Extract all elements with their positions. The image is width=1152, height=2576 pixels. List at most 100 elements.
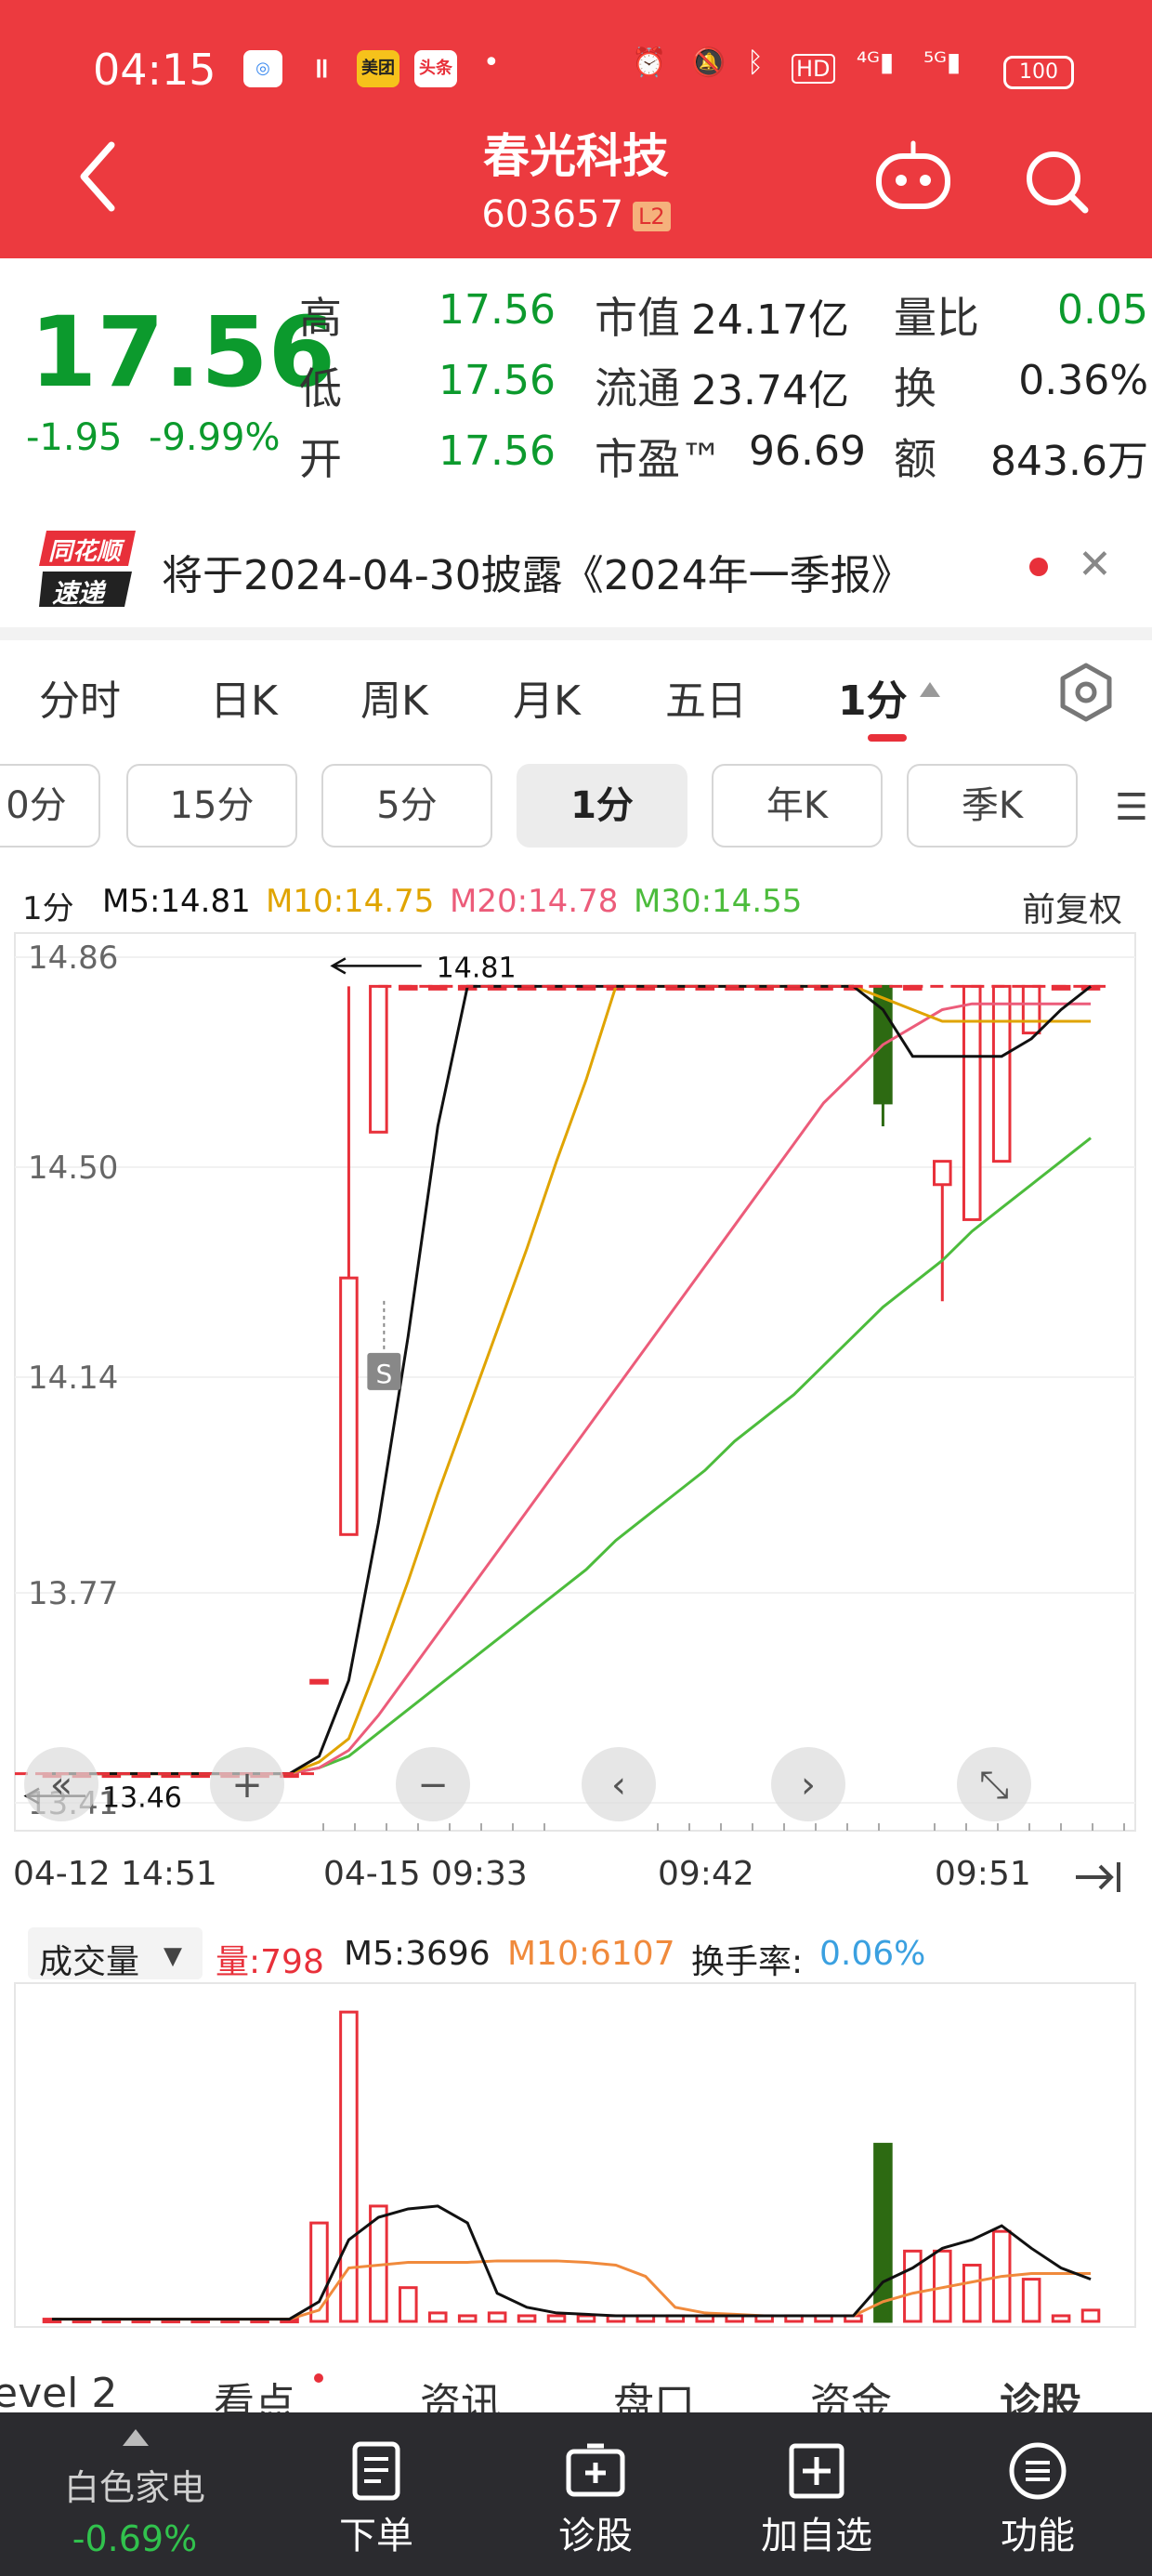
jump-to-latest-button[interactable] [1068, 1849, 1130, 1905]
tab-1min[interactable]: 1分 [838, 677, 908, 725]
more-menu-icon[interactable]: ☰ [1115, 786, 1148, 829]
tab-five-day[interactable]: 五日 [665, 677, 747, 725]
chart-zoom-out-icon: − [417, 1764, 449, 1807]
header-bar: 04:15 ◎ ॥ 美团 头条 • ⏰ 🔕 ᛒ HD ⁴ᴳ▮ ⁵ᴳ▮ 100 春… [0, 0, 1152, 258]
sub-tab-highlights[interactable]: 看点 [214, 2380, 295, 2416]
volume-bar [962, 2263, 982, 2323]
chart-fullscreen-button[interactable]: ⤡ [957, 1747, 1031, 1821]
pill-15min[interactable]: 15分 [126, 764, 297, 848]
news-headline[interactable]: 将于2024-04-30披露《2024年一季报》 [162, 552, 912, 599]
stat-value-float: 23.74亿 [691, 367, 849, 414]
pill-1min[interactable]: 1分 [517, 764, 687, 848]
y-tick-label: 13.77 [28, 1575, 118, 1612]
tab-monthly-k[interactable]: 月K [513, 677, 581, 725]
chart-button-bg [210, 1747, 284, 1821]
volume-bar [309, 2221, 329, 2323]
diagnose-label: 诊股 [558, 2515, 633, 2557]
tab-active-indicator [868, 734, 907, 742]
sector-change: -0.69% [72, 2518, 198, 2559]
indicator-selector[interactable] [28, 1927, 203, 1979]
back-button[interactable] [74, 139, 130, 214]
chart-button-bg [771, 1747, 845, 1821]
chart-button-bg [396, 1747, 470, 1821]
signal-badge [367, 1352, 401, 1390]
tab-daily-k[interactable]: 日K [210, 677, 278, 725]
add-watchlist-icon [789, 2443, 844, 2499]
add-watchlist-label: 加自选 [761, 2515, 872, 2557]
diagnose-button[interactable]: 诊股 [526, 2412, 665, 2576]
x-label-2: 09:42 [658, 1855, 754, 1893]
divider [0, 627, 1152, 640]
sub-tab-strip: evel 2 看点 资讯 盘口 资金 诊股 [0, 2360, 1152, 2416]
volume-bar [903, 2249, 923, 2323]
chart-zoom-out-double-icon: « [50, 1764, 72, 1807]
indicator-selector-label[interactable]: 成交量 [39, 1943, 140, 1981]
sub-tab-orderbook[interactable]: 盘口 [613, 2380, 695, 2416]
functions-button[interactable]: 功能 [968, 2412, 1107, 2576]
functions-icon [1009, 2442, 1067, 2500]
ma20-value: M20:14.78 [450, 883, 619, 920]
volume-value: 量:798 [216, 1943, 324, 1981]
ma5-value: M5:14.81 [102, 883, 251, 920]
chart-settings-button[interactable] [1055, 662, 1117, 723]
quote-panel: 17.56 -1.95 -9.99% 高 17.56 低 17.56 开 17.… [0, 258, 1152, 502]
chart-zoom-out-double-button[interactable]: « [24, 1747, 98, 1821]
chart-fullscreen-icon: ⤡ [979, 1764, 1009, 1807]
chart-next-button[interactable]: › [771, 1747, 845, 1821]
pill-5min[interactable]: 5分 [321, 764, 492, 848]
stat-value-mktcap: 24.17亿 [691, 296, 849, 344]
candle-body [1021, 984, 1041, 1035]
battery-icon: 100 [1003, 56, 1074, 89]
chart-button-bg [582, 1747, 656, 1821]
volume-bar [517, 2314, 537, 2323]
price-change-pct: -9.99% [149, 416, 281, 459]
stock-code-row: 603657 L2 [0, 193, 1152, 236]
x-label-3: 09:51 [935, 1855, 1031, 1893]
unread-dot [1029, 558, 1048, 576]
ma-period: 1分 [22, 890, 74, 927]
close-news-button[interactable]: ✕ [1078, 541, 1112, 588]
candle-body [933, 1160, 952, 1187]
turnover-value: 0.06% [819, 1935, 926, 1973]
indicator-dropdown-icon[interactable]: ▼ [164, 1942, 182, 1970]
chart-zoom-in-button[interactable]: + [210, 1747, 284, 1821]
stat-label-volratio: 量比 [894, 293, 979, 343]
chart-zoom-out-button[interactable]: − [396, 1747, 470, 1821]
tab-weekly-k[interactable]: 周K [360, 677, 428, 725]
sub-tab-diagnosis[interactable]: 诊股 [1000, 2380, 1081, 2416]
news-ticker[interactable]: 同花顺 速递 将于2024-04-30披露《2024年一季报》 [0, 516, 1152, 627]
pill-yearly-k[interactable]: 年K [712, 764, 883, 848]
chart-prev-button[interactable]: ‹ [582, 1747, 656, 1821]
pill-quarterly-k[interactable]: 季K [907, 764, 1078, 848]
sector-indicator[interactable]: 白色家电 -0.69% [37, 2412, 232, 2576]
signal-5g-icon: ⁵ᴳ▮ [923, 46, 962, 77]
add-watchlist-button[interactable]: 加自选 [747, 2412, 886, 2576]
volume-bar [427, 2311, 448, 2323]
volume-bar [1021, 2278, 1041, 2323]
dot-icon: • [483, 46, 500, 79]
order-button[interactable]: 下单 [307, 2412, 446, 2576]
sub-tab-news[interactable]: 资讯 [420, 2380, 502, 2416]
robot-assistant-button[interactable] [873, 139, 953, 214]
adjust-mode[interactable]: 前复权 [1022, 891, 1123, 929]
tab-intraday[interactable]: 分时 [39, 677, 121, 725]
pill-partial[interactable]: 0分 [0, 764, 100, 848]
stat-value-amount: 843.6万 [990, 438, 1148, 485]
sub-tab-funds[interactable]: 资金 [810, 2380, 892, 2416]
stock-code: 603657 [481, 193, 624, 236]
stat-label-pe: 市盈™ [595, 434, 723, 484]
volume-chart[interactable] [0, 1979, 1152, 2333]
stat-label-turnover: 换 [894, 363, 936, 414]
logo-top-text: 同花顺 [48, 538, 122, 566]
candle-body [309, 1678, 329, 1685]
search-button[interactable] [1022, 147, 1091, 216]
high-marker-label: 14.81 [437, 952, 517, 984]
sub-tab-level2[interactable]: evel 2 [0, 2370, 118, 2416]
volume-bar [339, 2010, 359, 2323]
volume-m10: M10:6107 [507, 1935, 675, 1973]
chart-button-bg [24, 1747, 98, 1821]
stock-name: 春光科技 [483, 129, 669, 183]
volume-m5: M5:3696 [344, 1935, 491, 1973]
